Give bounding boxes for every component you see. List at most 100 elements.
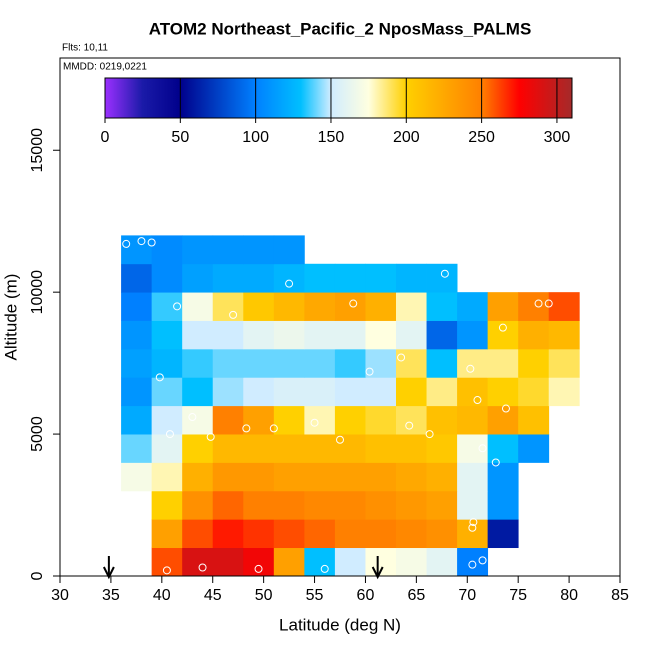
sample-point <box>269 424 278 433</box>
heatmap-cell <box>273 490 305 520</box>
heatmap-cell <box>151 235 183 265</box>
sample-point <box>188 413 197 422</box>
heatmap-cell <box>212 235 244 265</box>
heatmap-cell <box>365 263 397 293</box>
y-tick-label: 0 <box>29 571 46 580</box>
colorbar-tick-label: 50 <box>171 129 189 146</box>
heatmap-cell <box>457 377 489 407</box>
sample-point <box>349 299 358 308</box>
x-tick-label: 45 <box>204 587 222 604</box>
heatmap-cell <box>243 320 275 350</box>
chart-title: ATOM2 Northeast_Pacific_2 NposMass_PALMS <box>149 19 532 38</box>
sample-point <box>155 373 164 382</box>
heatmap-cell <box>151 320 183 350</box>
heatmap-cell <box>243 490 275 520</box>
sample-point <box>469 518 478 527</box>
heatmap-cell <box>396 405 427 435</box>
heatmap-cell <box>426 490 458 520</box>
heatmap-cell <box>121 377 153 407</box>
sample-point <box>147 238 156 247</box>
heatmap-cell <box>151 547 183 577</box>
heatmap-cell <box>457 348 489 378</box>
sample-point <box>466 364 475 373</box>
heatmap-cell <box>396 292 427 321</box>
heatmap-cell <box>243 434 275 463</box>
heatmap-cell <box>365 519 397 549</box>
sample-point <box>122 239 131 248</box>
sample-point <box>468 560 477 569</box>
heatmap-cell <box>365 348 397 378</box>
x-tick-label: 30 <box>51 587 69 604</box>
sample-point <box>534 299 543 308</box>
heatmap-cell <box>212 462 244 492</box>
heatmap-cell <box>243 462 275 492</box>
heatmap-cell <box>243 547 275 577</box>
heatmap-cell <box>457 405 489 435</box>
y-tick-label: 10000 <box>29 270 46 315</box>
x-tick-label: 70 <box>458 587 476 604</box>
arrow-head <box>371 566 384 580</box>
sample-point <box>397 353 406 362</box>
x-tick-label: 65 <box>407 587 425 604</box>
heatmap-cell <box>518 434 550 463</box>
sample-point <box>254 564 263 573</box>
heatmap-cell <box>426 263 458 293</box>
heatmap-cell <box>182 377 214 407</box>
heatmap-cell <box>487 434 519 463</box>
arrow-head <box>102 566 115 580</box>
sample-point <box>112 268 120 277</box>
colorbar <box>104 77 573 119</box>
heatmap-cell <box>273 235 305 265</box>
sample-point <box>491 458 500 467</box>
heatmap-cell <box>426 292 458 321</box>
heatmap-cell <box>151 519 183 549</box>
x-tick-label: 80 <box>560 587 578 604</box>
sample-point <box>285 279 294 288</box>
heatmap-cell <box>182 547 214 577</box>
heatmap-cell <box>151 405 183 435</box>
heatmap-cell <box>304 547 336 577</box>
heatmap-cell <box>304 320 336 350</box>
heatmap-cell <box>151 434 183 463</box>
heatmap-cell <box>487 490 519 520</box>
sample-point <box>501 404 510 413</box>
heatmap-cell <box>212 547 244 577</box>
colorbar-tick-label: 0 <box>101 129 110 146</box>
heatmap-cell <box>457 490 489 520</box>
heatmap-cell <box>457 434 489 463</box>
sample-point <box>365 367 374 376</box>
heatmap-cell <box>121 462 153 492</box>
sample-point <box>198 563 207 572</box>
heatmap-cell <box>182 320 214 350</box>
heatmap-cell <box>182 462 214 492</box>
heatmap-cell <box>365 377 397 407</box>
sample-point <box>498 323 507 332</box>
heatmap-cell <box>518 377 550 407</box>
heatmap-cell <box>182 292 214 321</box>
colorbar-tick-label: 200 <box>393 129 420 146</box>
sample-point <box>242 424 251 433</box>
heatmap-cell <box>182 235 214 265</box>
colorbar-tick-label: 150 <box>318 129 345 146</box>
heatmap-cell <box>151 263 183 293</box>
heatmap-cell <box>365 434 397 463</box>
sample-point <box>544 299 553 308</box>
heatmap-cell <box>334 292 366 321</box>
heatmap-cell <box>396 263 427 293</box>
heatmap-cell <box>334 547 366 577</box>
x-tick-label: 40 <box>153 587 171 604</box>
heatmap-cell <box>212 519 244 549</box>
flight-arrow <box>102 556 115 580</box>
heatmap-cell <box>273 348 305 378</box>
heatmap-cell <box>426 434 458 463</box>
heatmap-cell <box>121 320 153 350</box>
sample-point <box>468 523 477 532</box>
heatmap-cell <box>121 348 153 378</box>
x-tick-label: 75 <box>509 587 527 604</box>
heatmap-cell <box>121 235 153 265</box>
heatmap-cell <box>365 462 397 492</box>
sample-point <box>336 435 344 444</box>
heatmap-cell <box>487 462 519 492</box>
subtitle: Flts: 10,11 <box>62 43 108 54</box>
heatmap-cell <box>518 405 550 435</box>
